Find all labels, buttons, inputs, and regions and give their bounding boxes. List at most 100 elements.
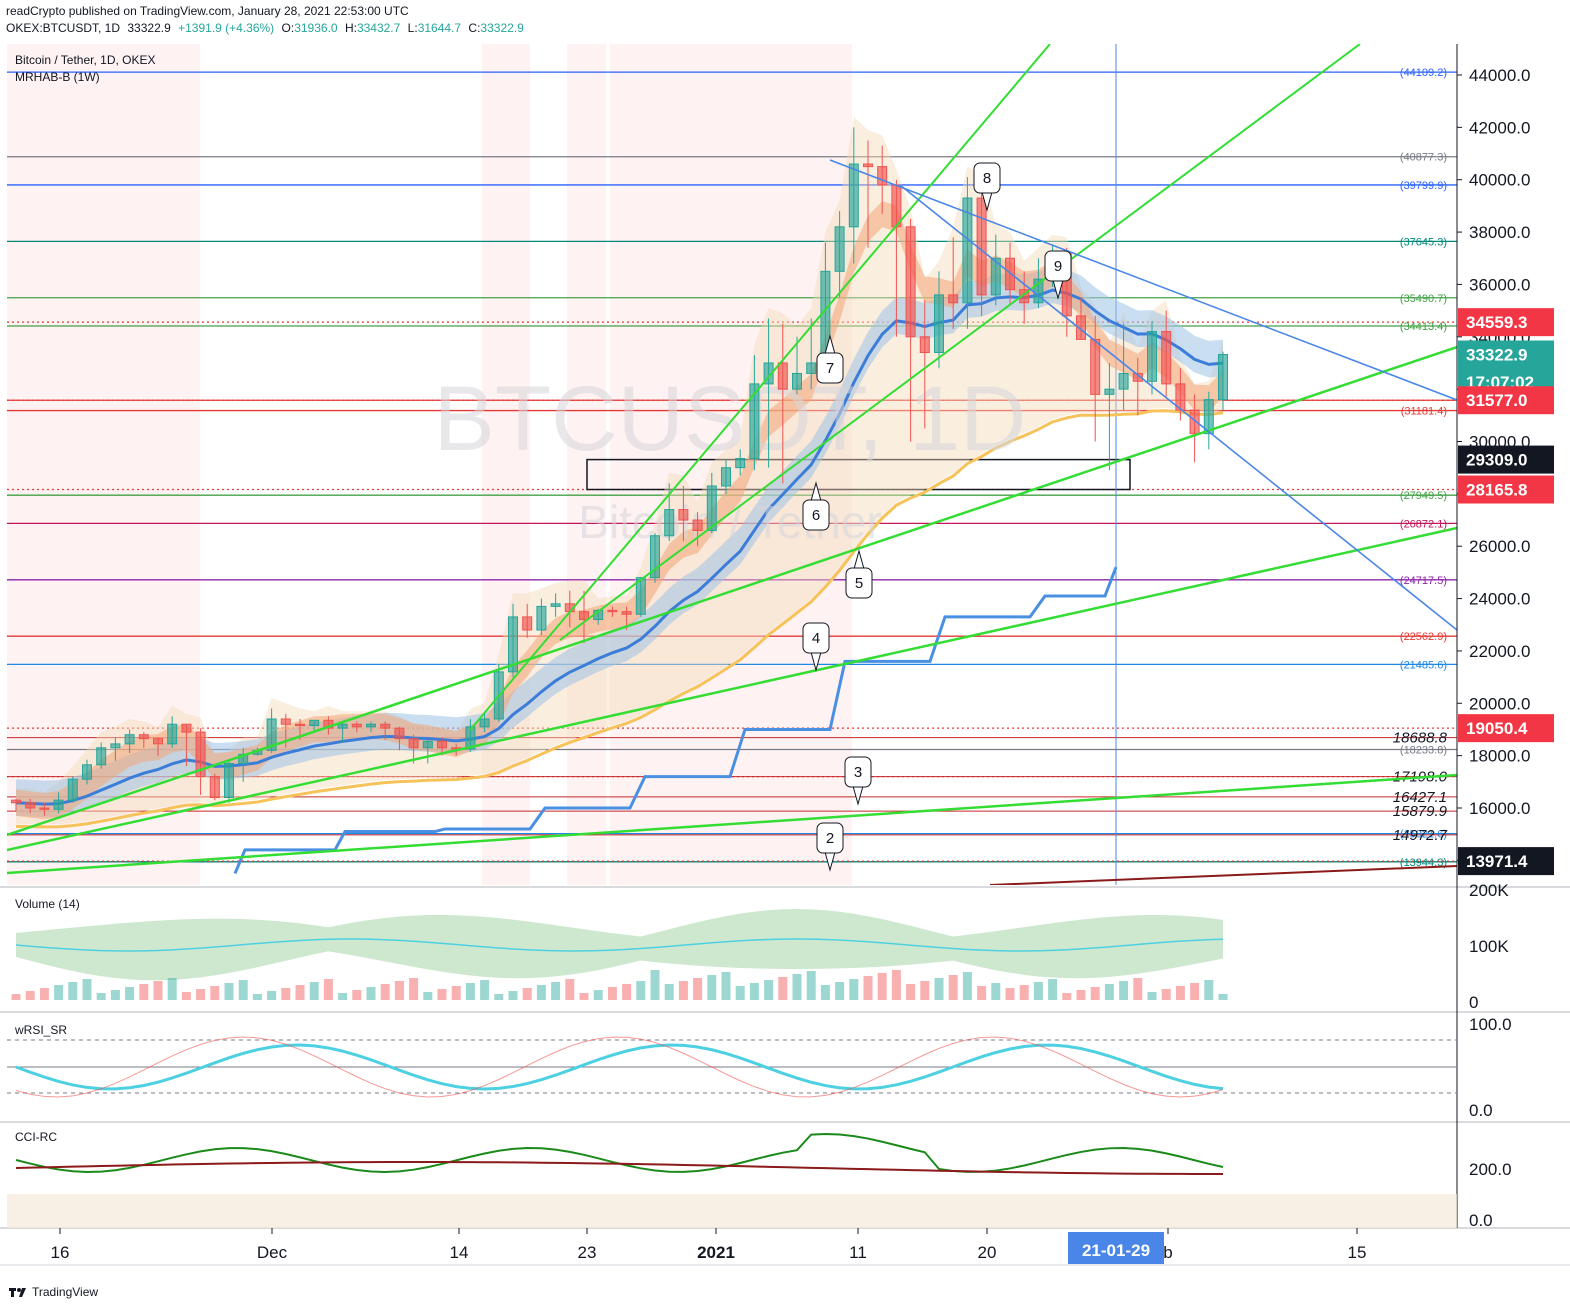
price-change: +1391.9 (+4.36%): [178, 21, 275, 35]
candle[interactable]: [1090, 315, 1101, 442]
candle[interactable]: [167, 716, 178, 748]
wave-number: 6: [812, 507, 820, 524]
candle[interactable]: [380, 721, 391, 740]
pane-title-main: Bitcoin / Tether, 1D, OKEX: [15, 53, 156, 67]
candle[interactable]: [536, 598, 547, 636]
candle[interactable]: [1076, 297, 1086, 340]
candle[interactable]: [919, 300, 930, 429]
rsi-tick-label: 0.0: [1469, 1101, 1493, 1120]
watermark-symbol: BTCUSDT, 1D: [434, 368, 1027, 470]
candle[interactable]: [209, 773, 220, 801]
volume-bar: [863, 976, 873, 1000]
candle[interactable]: [522, 603, 533, 638]
candle[interactable]: [607, 606, 618, 617]
candle[interactable]: [834, 211, 845, 298]
trend-line: [469, 44, 1051, 731]
volume-bar: [749, 983, 759, 1000]
high-label: H:: [344, 21, 357, 35]
candle[interactable]: [11, 798, 21, 811]
candle[interactable]: [124, 729, 135, 754]
candle-body: [508, 616, 518, 673]
candle[interactable]: [1118, 323, 1129, 411]
volume-bar: [1175, 986, 1185, 1000]
candle[interactable]: [635, 577, 646, 617]
footer-brand[interactable]: TradingView: [8, 1285, 98, 1299]
candle[interactable]: [53, 792, 64, 814]
time-tick-label: 2021: [697, 1243, 735, 1262]
candle-body: [706, 485, 717, 532]
candle[interactable]: [934, 271, 944, 369]
candle-body: [394, 727, 405, 740]
candle[interactable]: [1161, 310, 1172, 397]
cci-line: [15, 1132, 1224, 1174]
candle[interactable]: [67, 776, 78, 803]
cci-zone: [7, 1194, 1457, 1228]
candle[interactable]: [422, 739, 433, 764]
candle[interactable]: [1147, 321, 1157, 395]
candle-body: [607, 609, 618, 613]
candle[interactable]: [1005, 242, 1015, 306]
candle[interactable]: [1189, 394, 1200, 463]
candle[interactable]: [905, 218, 916, 442]
candle[interactable]: [138, 732, 149, 748]
candle[interactable]: [650, 533, 660, 583]
candle-body: [380, 723, 391, 729]
candle[interactable]: [792, 336, 802, 395]
candle[interactable]: [706, 472, 717, 534]
candle[interactable]: [479, 713, 490, 733]
candle[interactable]: [224, 760, 234, 803]
wave-bubble: [973, 162, 1001, 194]
candle[interactable]: [990, 234, 1001, 306]
open-label: O:: [281, 21, 295, 35]
candle[interactable]: [337, 721, 348, 743]
candle[interactable]: [735, 449, 746, 476]
candle[interactable]: [1203, 391, 1214, 450]
candle-body: [635, 577, 646, 615]
candle[interactable]: [351, 721, 362, 733]
candle[interactable]: [25, 798, 36, 814]
candle[interactable]: [366, 721, 376, 733]
fib-level-label: (21485.6): [1400, 659, 1447, 671]
candle-body: [962, 197, 973, 304]
candle[interactable]: [39, 802, 50, 816]
candle[interactable]: [82, 759, 92, 785]
candle[interactable]: [678, 486, 689, 541]
candle[interactable]: [806, 318, 817, 390]
candle[interactable]: [110, 737, 121, 761]
candle-body: [25, 802, 36, 809]
wave-number: 7: [826, 360, 834, 377]
candle[interactable]: [394, 726, 405, 751]
candle[interactable]: [848, 127, 859, 264]
candle[interactable]: [1104, 362, 1115, 471]
candle-body: [1076, 315, 1086, 340]
candle[interactable]: [550, 593, 561, 617]
volume-bar: [394, 981, 404, 1000]
wave-bubble: [816, 822, 844, 854]
candle[interactable]: [181, 723, 192, 767]
candle[interactable]: [1218, 351, 1228, 411]
price-tag-text: 33322.9: [1466, 346, 1527, 365]
candle[interactable]: [1019, 271, 1030, 324]
candle[interactable]: [763, 318, 774, 468]
candle[interactable]: [721, 459, 731, 494]
candle-body: [877, 166, 888, 186]
candle[interactable]: [1175, 368, 1186, 421]
candle[interactable]: [692, 512, 703, 547]
candle[interactable]: [96, 742, 107, 769]
candle[interactable]: [1132, 357, 1143, 416]
candle[interactable]: [749, 355, 760, 471]
support-zone-box: [586, 458, 1131, 491]
candle[interactable]: [948, 237, 959, 329]
volume-bar: [806, 971, 816, 1000]
volume-bar: [1119, 981, 1129, 1000]
candle[interactable]: [153, 737, 163, 756]
candle[interactable]: [195, 728, 206, 795]
volume-bar: [338, 993, 348, 1000]
candle[interactable]: [962, 177, 973, 329]
candle[interactable]: [579, 590, 589, 644]
candle[interactable]: [777, 323, 788, 484]
publish-info: readCrypto published on TradingView.com,…: [6, 4, 409, 18]
candle[interactable]: [863, 140, 873, 248]
wave-bubble: [802, 622, 830, 654]
